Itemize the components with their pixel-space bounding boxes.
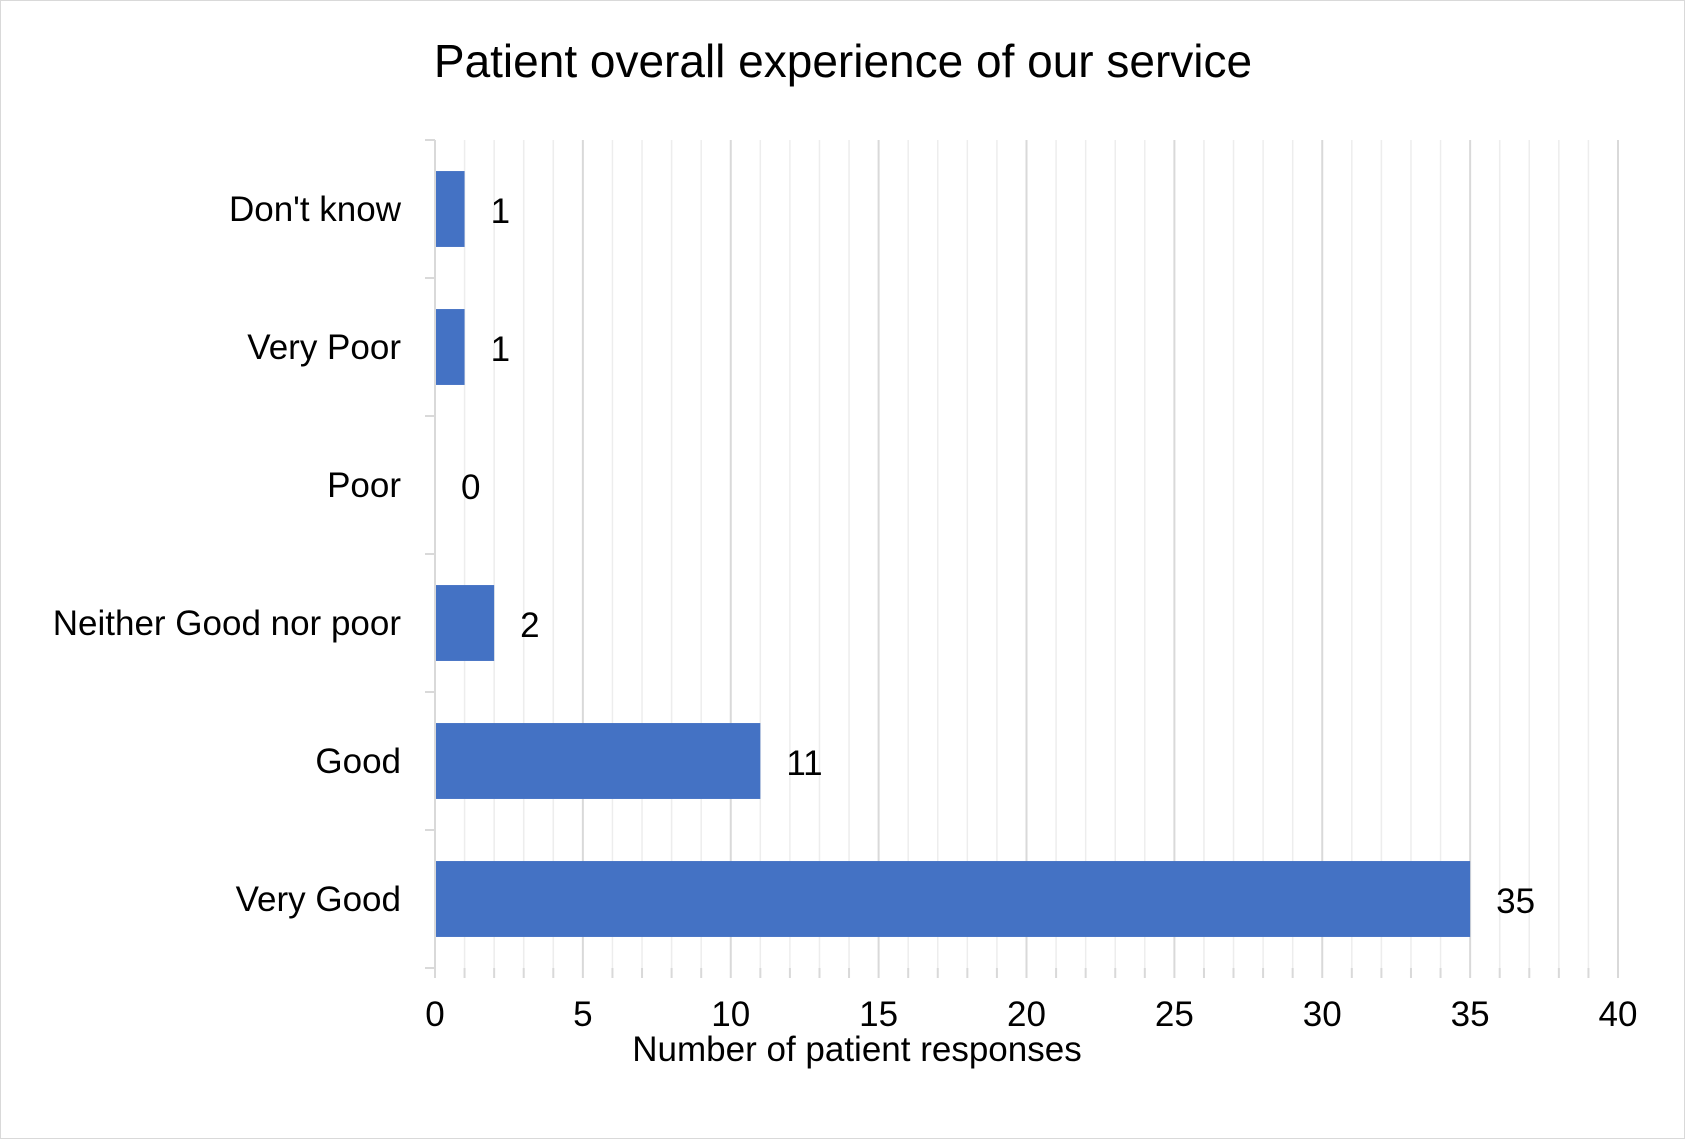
x-tick-label: 25 <box>1155 995 1194 1034</box>
x-tick-label: 10 <box>711 995 750 1034</box>
category-label: Don't know <box>229 190 402 229</box>
category-label: Neither Good nor poor <box>53 604 402 643</box>
bar <box>435 585 495 661</box>
bars <box>435 171 1471 937</box>
category-label: Good <box>315 742 401 781</box>
data-label: 0 <box>461 468 480 507</box>
bar <box>435 723 761 799</box>
bar <box>435 309 465 385</box>
labels: Don't know 1 Very Poor 1 Poor 0 Neither Good n… <box>53 190 1638 1034</box>
data-label: 35 <box>1496 882 1535 921</box>
chart-title: Patient overall experience of our servic… <box>434 35 1252 87</box>
data-label: 1 <box>491 192 510 231</box>
x-tick-label: 0 <box>425 995 444 1034</box>
bar <box>435 861 1471 937</box>
bar <box>435 171 465 247</box>
data-label: 1 <box>491 330 510 369</box>
category-label: Very Good <box>236 880 401 919</box>
x-tick-label: 15 <box>859 995 898 1034</box>
x-tick-label: 20 <box>1007 995 1046 1034</box>
grid-lines <box>463 140 1619 968</box>
x-tick-label: 30 <box>1303 995 1342 1034</box>
category-label: Very Poor <box>247 328 401 367</box>
x-tick-label: 5 <box>573 995 592 1034</box>
data-label: 11 <box>786 744 822 783</box>
x-tick-label: 35 <box>1451 995 1490 1034</box>
axes <box>425 139 1619 978</box>
x-tick-label: 40 <box>1599 995 1638 1034</box>
data-label: 2 <box>520 606 539 645</box>
category-label: Poor <box>327 466 401 505</box>
x-axis-title: Number of patient responses <box>632 1030 1081 1069</box>
